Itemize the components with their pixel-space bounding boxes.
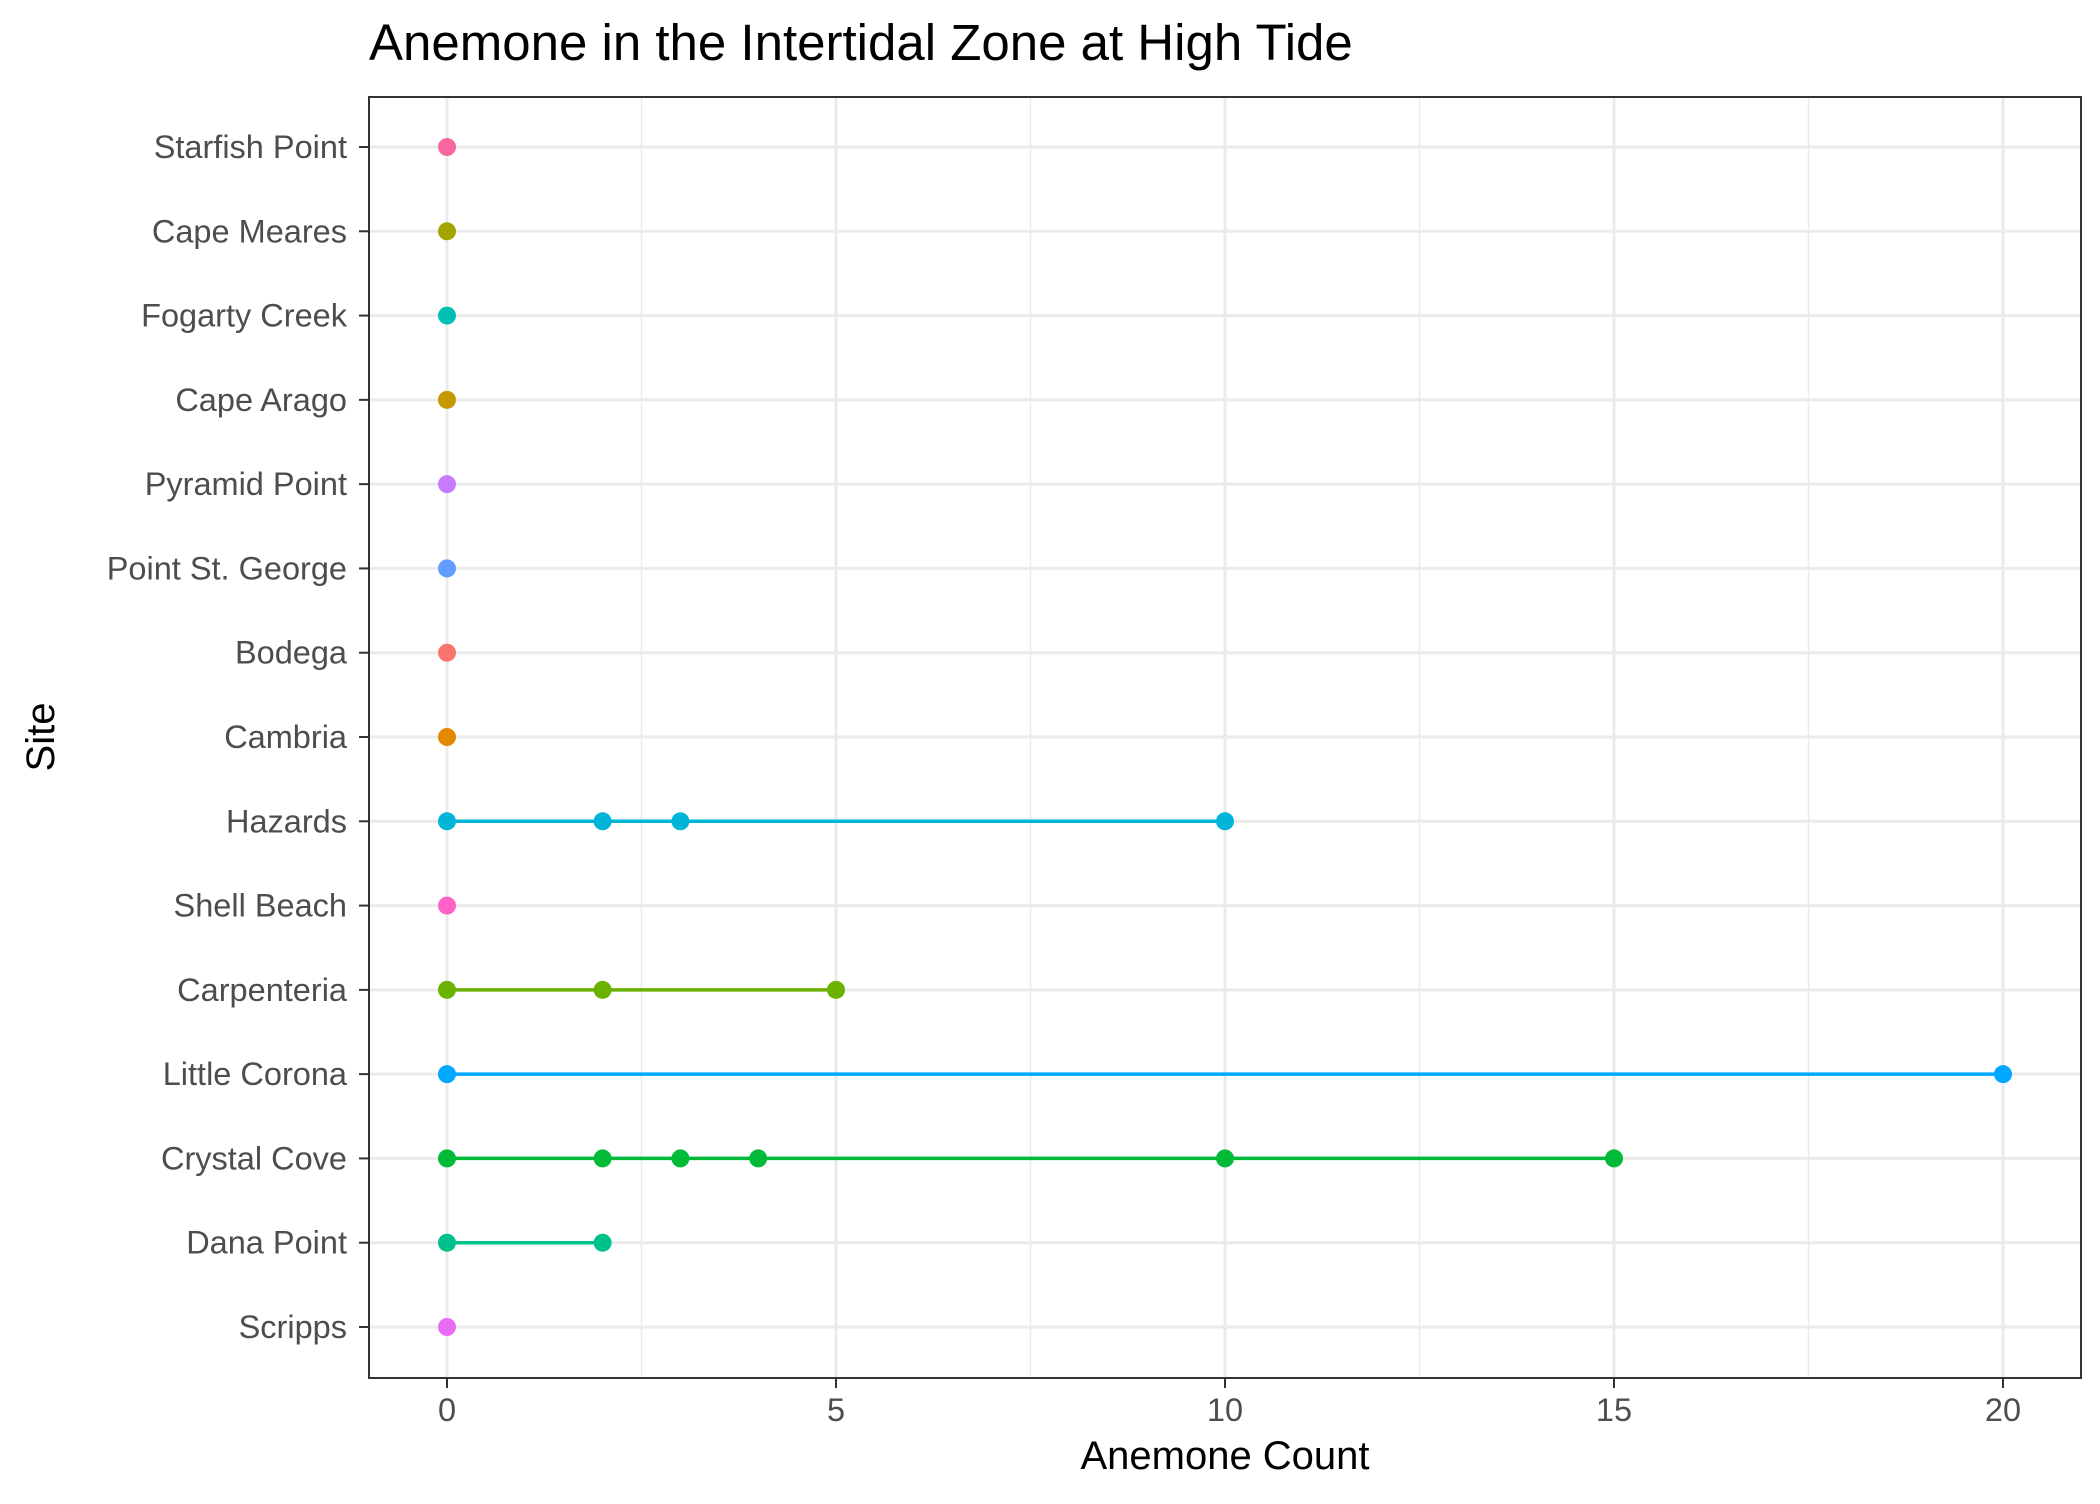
- series-layer: [438, 138, 2012, 1336]
- data-point: [438, 728, 456, 746]
- y-tick-label: Cape Meares: [152, 213, 347, 249]
- data-point: [1994, 1065, 2012, 1084]
- y-tick-label: Pyramid Point: [145, 466, 347, 502]
- data-point: [438, 1318, 456, 1336]
- data-point: [593, 1233, 612, 1252]
- data-point: [438, 222, 456, 241]
- y-tick-label: Cape Arago: [175, 382, 347, 418]
- y-tick-label: Little Corona: [163, 1056, 348, 1092]
- data-point: [749, 1149, 768, 1168]
- x-tick-label: 0: [438, 1392, 456, 1428]
- data-point: [671, 812, 690, 831]
- y-tick-label: Shell Beach: [174, 888, 347, 924]
- data-point: [1605, 1149, 1623, 1168]
- data-point: [593, 1149, 612, 1168]
- y-tick-label: Starfish Point: [154, 129, 347, 165]
- x-tick-label: 10: [1207, 1392, 1243, 1428]
- y-axis-title: Site: [19, 703, 63, 772]
- data-point: [438, 896, 456, 915]
- y-tick-label: Point St. George: [107, 550, 347, 586]
- y-tick-label: Bodega: [235, 635, 348, 671]
- x-tick-label: 5: [827, 1392, 845, 1428]
- y-tick-label: Crystal Cove: [161, 1140, 347, 1176]
- y-tick-label: Cambria: [224, 719, 348, 755]
- data-point: [593, 812, 612, 831]
- data-point: [438, 812, 456, 831]
- axis-layer: 0 5 10 15 20 Starfish Point Cape Meares Fogarty…: [107, 129, 2021, 1428]
- data-point: [438, 1149, 456, 1168]
- data-point: [438, 1065, 456, 1084]
- data-point: [671, 1149, 690, 1168]
- x-tick-label: 15: [1596, 1392, 1632, 1428]
- y-tick-label: Carpenteria: [177, 972, 348, 1008]
- y-tick-label: Scripps: [239, 1309, 347, 1345]
- data-point: [593, 980, 612, 999]
- y-tick-label: Fogarty Creek: [141, 298, 348, 334]
- data-point: [438, 306, 456, 325]
- x-tick-label: 20: [1985, 1392, 2021, 1428]
- data-point: [438, 559, 456, 578]
- data-point: [438, 643, 456, 662]
- data-point: [438, 390, 456, 409]
- x-axis-title: Anemone Count: [1080, 1434, 1369, 1478]
- data-point: [827, 980, 845, 999]
- data-point: [1216, 812, 1234, 831]
- chart-title: Anemone in the Intertidal Zone at High T…: [369, 14, 1353, 71]
- data-point: [438, 138, 456, 156]
- y-tick-label: Hazards: [226, 803, 347, 839]
- y-tick-label: Dana Point: [186, 1225, 347, 1261]
- data-point: [438, 1233, 456, 1252]
- data-point: [1216, 1149, 1234, 1168]
- data-point: [438, 980, 456, 999]
- data-point: [438, 475, 456, 494]
